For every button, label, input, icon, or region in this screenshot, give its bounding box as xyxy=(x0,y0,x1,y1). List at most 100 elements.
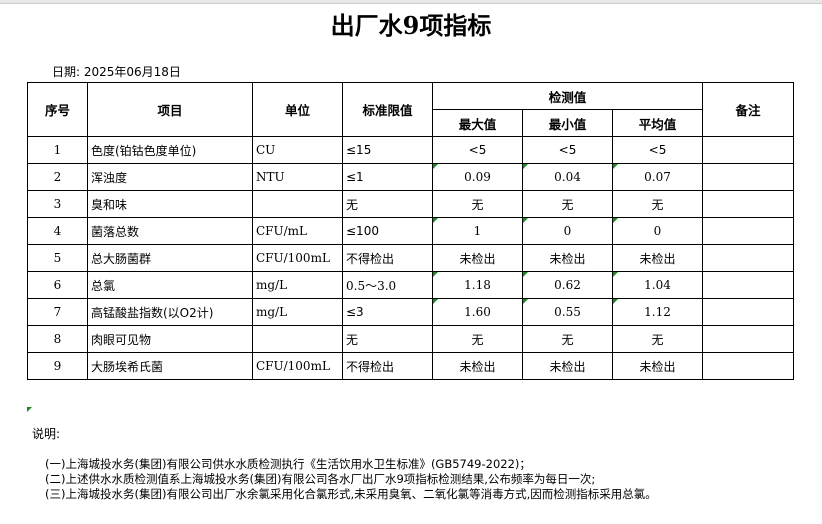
header-unit: 单位 xyxy=(252,82,343,137)
cell-min: 无 xyxy=(522,190,613,218)
cell-limit: 不得检出 xyxy=(342,352,433,380)
cell-seq: 8 xyxy=(27,325,88,353)
header-remark: 备注 xyxy=(702,82,794,137)
cell-unit: mg/L xyxy=(252,271,343,299)
cell-remark xyxy=(702,271,794,299)
cell-item: 浑浊度 xyxy=(87,163,253,191)
sheet-top-bar xyxy=(0,0,822,4)
note-line: (一)上海城投水务(集团)有限公司供水水质检测执行《生活饮用水卫生标准》(GB5… xyxy=(45,457,531,471)
cell-min: 未检出 xyxy=(522,352,613,380)
cell-limit: ≤15 xyxy=(342,136,433,164)
cell-max: 0.09 xyxy=(432,163,523,191)
header-limit: 标准限值 xyxy=(342,82,433,137)
cell-max: 无 xyxy=(432,190,523,218)
cell-item: 肉眼可见物 xyxy=(87,325,253,353)
header-item: 项目 xyxy=(87,82,253,137)
cell-max: 1.60 xyxy=(432,298,523,326)
cell-unit: NTU xyxy=(252,163,343,191)
cell-avg: 0 xyxy=(612,217,703,245)
cell-unit: CFU/mL xyxy=(252,217,343,245)
cell-unit: CU xyxy=(252,136,343,164)
cell-remark xyxy=(702,298,794,326)
cell-max: 1.18 xyxy=(432,271,523,299)
table-row: 1 色度(铂钴色度单位) CU ≤15 <5 <5 <5 xyxy=(27,136,794,164)
table-row: 3 臭和味无无无无 xyxy=(27,190,794,218)
cell-remark xyxy=(702,163,794,191)
cell-marker-icon xyxy=(27,407,32,412)
cell-unit xyxy=(252,325,343,353)
page-title: 出厂水9项指标 xyxy=(330,11,492,40)
cell-remark xyxy=(702,190,794,218)
cell-min: 0.62 xyxy=(522,271,613,299)
cell-avg: 未检出 xyxy=(612,244,703,272)
cell-max: 未检出 xyxy=(432,352,523,380)
cell-unit: mg/L xyxy=(252,298,343,326)
cell-remark xyxy=(702,325,794,353)
table-row: 7 高锰酸盐指数(以O2计) mg/L ≤3 1.60 0.55 1.12 xyxy=(27,298,794,326)
cell-limit: 无 xyxy=(342,325,433,353)
cell-remark xyxy=(702,244,794,272)
cell-limit: 0.5～3.0 xyxy=(342,271,433,299)
cell-min: <5 xyxy=(522,136,613,164)
cell-remark xyxy=(702,136,794,164)
cell-limit: ≤3 xyxy=(342,298,433,326)
cell-seq: 2 xyxy=(27,163,88,191)
cell-limit: 无 xyxy=(342,190,433,218)
cell-item: 总大肠菌群 xyxy=(87,244,253,272)
cell-remark xyxy=(702,352,794,380)
notes: (一)上海城投水务(集团)有限公司供水水质检测执行《生活饮用水卫生标准》(GB5… xyxy=(45,457,657,502)
cell-avg: 0.07 xyxy=(612,163,703,191)
cell-min: 未检出 xyxy=(522,244,613,272)
cell-avg: 未检出 xyxy=(612,352,703,380)
cell-min: 0.04 xyxy=(522,163,613,191)
table-row: 5 总大肠菌群 CFU/100mL 不得检出 未检出 未检出 未检出 xyxy=(27,244,794,272)
report-date: 日期: 2025年06月18日 xyxy=(52,65,181,79)
cell-unit xyxy=(252,190,343,218)
cell-max: <5 xyxy=(432,136,523,164)
cell-seq: 5 xyxy=(27,244,88,272)
cell-max: 无 xyxy=(432,325,523,353)
header-avg: 平均值 xyxy=(612,109,703,137)
cell-item: 菌落总数 xyxy=(87,217,253,245)
header-max: 最大值 xyxy=(432,109,523,137)
cell-max: 未检出 xyxy=(432,244,523,272)
cell-item: 臭和味 xyxy=(87,190,253,218)
cell-avg: <5 xyxy=(612,136,703,164)
notes-label: 说明: xyxy=(32,427,61,441)
cell-avg: 1.04 xyxy=(612,271,703,299)
cell-unit: CFU/100mL xyxy=(252,352,343,380)
table-row: 9 大肠埃希氏菌 CFU/100mL 不得检出 未检出 未检出 未检出 xyxy=(27,352,794,380)
note-line: (三)上海城投水务(集团)有限公司出厂水余氯采用化合氯形式,未采用臭氧、二氧化氯… xyxy=(45,487,657,501)
table-row: 8 肉眼可见物无无无无 xyxy=(27,325,794,353)
cell-max: 1 xyxy=(432,217,523,245)
cell-min: 0 xyxy=(522,217,613,245)
header-min: 最小值 xyxy=(522,109,613,137)
water-quality-table: 序号 项目 单位 标准限值 检测值 备注 最大值 最小值 平均值 1 色度(铂钴色… xyxy=(27,82,794,380)
cell-limit: ≤100 xyxy=(342,217,433,245)
header-seq: 序号 xyxy=(27,82,88,137)
cell-item: 高锰酸盐指数(以O2计) xyxy=(87,298,253,326)
cell-seq: 3 xyxy=(27,190,88,218)
header-measured: 检测值 xyxy=(432,82,703,110)
cell-min: 无 xyxy=(522,325,613,353)
cell-item: 色度(铂钴色度单位) xyxy=(87,136,253,164)
cell-limit: ≤1 xyxy=(342,163,433,191)
cell-unit: CFU/100mL xyxy=(252,244,343,272)
cell-seq: 6 xyxy=(27,271,88,299)
cell-item: 大肠埃希氏菌 xyxy=(87,352,253,380)
note-line: (二)上述供水水质检测值系上海城投水务(集团)有限公司各水厂出厂水9项指标检测结… xyxy=(45,472,596,486)
cell-min: 0.55 xyxy=(522,298,613,326)
cell-avg: 无 xyxy=(612,190,703,218)
cell-seq: 9 xyxy=(27,352,88,380)
cell-seq: 1 xyxy=(27,136,88,164)
cell-remark xyxy=(702,217,794,245)
table-row: 4 菌落总数 CFU/mL ≤100 1 0 0 xyxy=(27,217,794,245)
cell-limit: 不得检出 xyxy=(342,244,433,272)
cell-item: 总氯 xyxy=(87,271,253,299)
cell-avg: 1.12 xyxy=(612,298,703,326)
table-row: 2 浑浊度 NTU ≤1 0.09 0.04 0.07 xyxy=(27,163,794,191)
table-row: 6 总氯 mg/L 0.5～3.0 1.18 0.62 1.04 xyxy=(27,271,794,299)
cell-seq: 7 xyxy=(27,298,88,326)
cell-avg: 无 xyxy=(612,325,703,353)
cell-seq: 4 xyxy=(27,217,88,245)
